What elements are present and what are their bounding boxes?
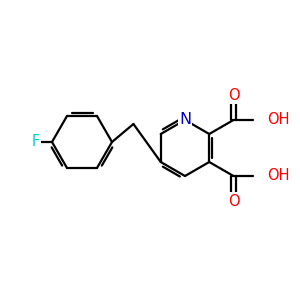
Text: OH: OH <box>268 169 290 184</box>
Text: OH: OH <box>268 112 290 128</box>
Text: O: O <box>228 194 239 208</box>
Text: O: O <box>228 88 239 103</box>
Text: F: F <box>32 134 40 149</box>
Text: N: N <box>179 112 191 128</box>
